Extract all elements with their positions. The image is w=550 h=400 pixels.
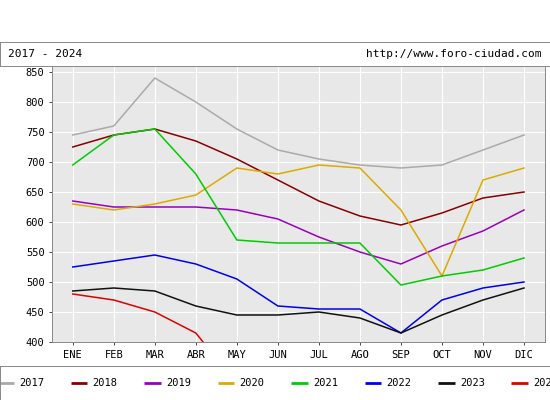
Text: 2018: 2018 xyxy=(93,378,118,388)
Text: 2017 - 2024: 2017 - 2024 xyxy=(8,49,82,59)
Text: Evolucion del paro registrado en Toro: Evolucion del paro registrado en Toro xyxy=(97,14,453,28)
Text: 2022: 2022 xyxy=(387,378,411,388)
Text: 2023: 2023 xyxy=(460,378,485,388)
Text: 2024: 2024 xyxy=(534,378,550,388)
Text: 2017: 2017 xyxy=(19,378,44,388)
Text: 2020: 2020 xyxy=(240,378,265,388)
Text: 2019: 2019 xyxy=(166,378,191,388)
Text: http://www.foro-ciudad.com: http://www.foro-ciudad.com xyxy=(366,49,542,59)
Text: 2021: 2021 xyxy=(313,378,338,388)
